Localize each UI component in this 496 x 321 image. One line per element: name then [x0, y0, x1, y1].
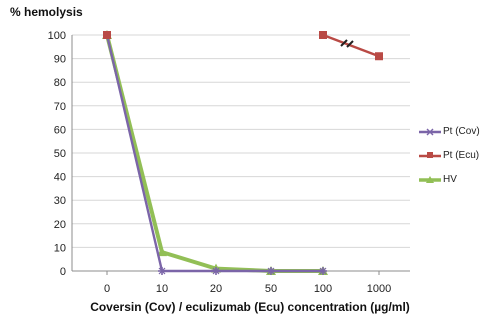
y-tick-label-20: 20	[54, 219, 66, 231]
y-tick-label-80: 80	[54, 77, 66, 89]
point-pt-ecu-1000	[375, 52, 383, 61]
x-tick-label-0: 0	[104, 283, 110, 295]
series-pt-ecu	[103, 31, 383, 61]
legend-label-hv: HV	[443, 174, 457, 185]
y-tick-labels: 0 10 20 30 40 50 60 70 80 90 100	[48, 30, 66, 278]
y-tick-label-0: 0	[60, 266, 66, 278]
series-line-pt-ecu-1	[321, 33, 381, 58]
point-pt-cov-10	[158, 267, 166, 275]
y-tick-label-100: 100	[48, 30, 66, 42]
x-tick-labels: 0 10 20 50 100 1000	[104, 271, 391, 295]
point-pt-cov-50	[267, 267, 275, 275]
legend-swatch-pt-cov	[419, 128, 441, 136]
point-hv-10	[157, 247, 167, 257]
legend-swatch-pt-ecu	[419, 152, 441, 158]
legend-swatch-hv	[419, 176, 441, 183]
x-tick-label-1000: 1000	[367, 283, 391, 295]
x-tick-label-100: 100	[314, 283, 332, 295]
y-axis-label: % hemolysis	[10, 5, 83, 19]
y-tick-label-40: 40	[54, 172, 66, 184]
x-axis-label: Coversin (Cov) / eculizumab (Ecu) concen…	[90, 300, 410, 314]
legend-label-pt-cov: Pt (Cov)	[443, 126, 480, 137]
x-tick-label-20: 20	[210, 283, 222, 295]
point-pt-ecu-0	[103, 31, 111, 39]
y-gridlines	[72, 34, 410, 272]
y-tick-label-90: 90	[54, 54, 66, 66]
y-tick-label-60: 60	[54, 124, 66, 136]
y-tick-label-30: 30	[54, 195, 66, 207]
legend-item-pt-ecu: Pt (Ecu)	[418, 149, 496, 163]
y-tick-label-10: 10	[54, 242, 66, 254]
y-tick-label-50: 50	[54, 148, 66, 160]
chart-legend: Pt (Cov) Pt (Ecu) HV	[418, 125, 496, 197]
x-tick-label-10: 10	[156, 283, 168, 295]
y-tick-label-70: 70	[54, 101, 66, 113]
legend-label-pt-ecu: Pt (Ecu)	[443, 150, 480, 161]
axis-break-marker	[340, 39, 354, 48]
point-pt-cov-20	[212, 267, 220, 275]
point-pt-cov-100	[319, 267, 327, 275]
point-pt-ecu-100	[319, 31, 327, 39]
legend-item-pt-cov: Pt (Cov)	[418, 125, 496, 139]
legend-item-hv: HV	[418, 173, 496, 187]
x-tick-label-50: 50	[265, 283, 277, 295]
